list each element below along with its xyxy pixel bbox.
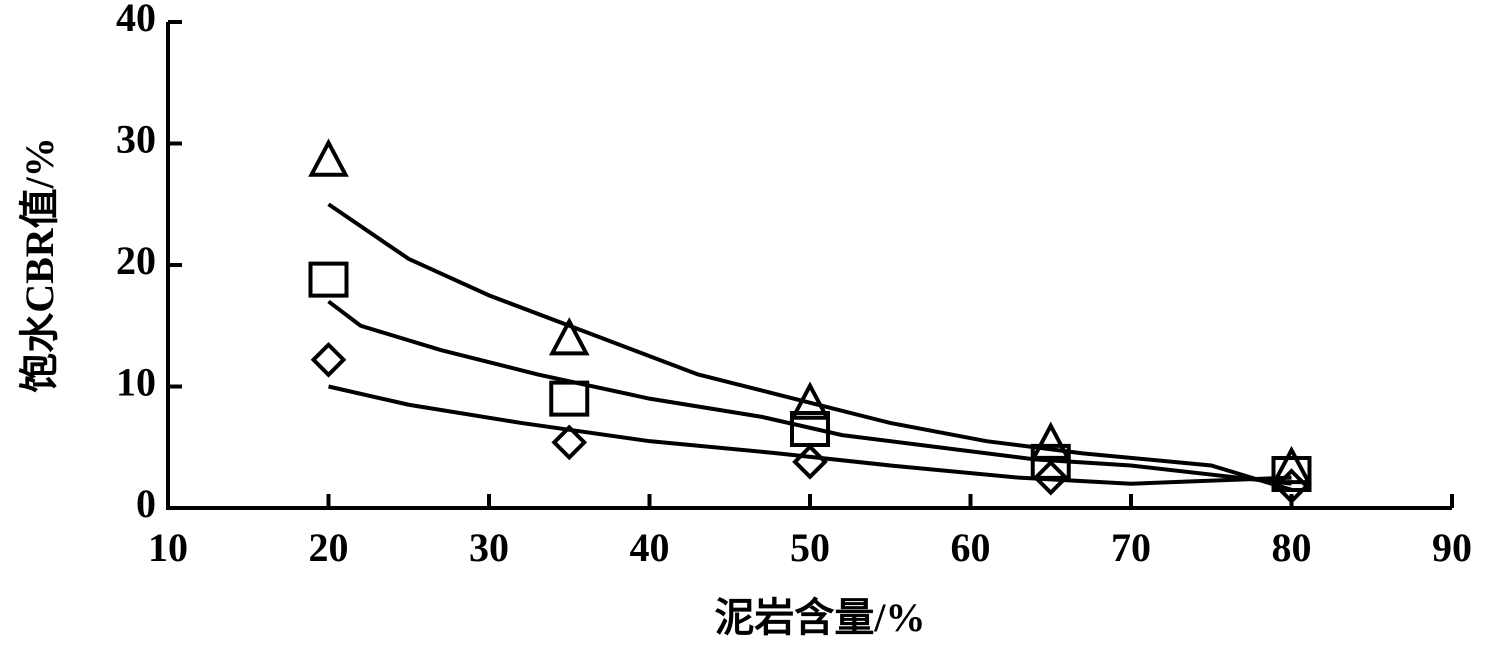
x-tick-label: 10 bbox=[148, 525, 188, 570]
marker bbox=[792, 444, 828, 480]
marker bbox=[1271, 455, 1312, 492]
x-tick-label: 40 bbox=[630, 525, 670, 570]
x-tick-label: 30 bbox=[469, 525, 509, 570]
x-tick-label: 70 bbox=[1111, 525, 1151, 570]
marker bbox=[1273, 468, 1310, 504]
x-tick-label: 90 bbox=[1432, 525, 1472, 570]
y-tick-label: 30 bbox=[116, 117, 156, 162]
marker bbox=[551, 424, 588, 461]
marker bbox=[308, 138, 349, 177]
fit-curve bbox=[327, 202, 1293, 492]
marker bbox=[548, 317, 590, 356]
marker bbox=[308, 261, 349, 298]
marker bbox=[1271, 445, 1312, 485]
y-tick-label: 20 bbox=[116, 238, 156, 283]
marker bbox=[310, 341, 347, 378]
x-tick-label: 20 bbox=[309, 525, 349, 570]
y-tick-label: 40 bbox=[116, 0, 156, 40]
y-tick-label: 0 bbox=[136, 481, 156, 526]
x-tick-label: 60 bbox=[951, 525, 991, 570]
marker bbox=[790, 411, 830, 448]
fit-curve bbox=[328, 384, 1292, 486]
x-tick-label: 80 bbox=[1272, 525, 1312, 570]
marker bbox=[1032, 459, 1069, 496]
x-tick-label: 50 bbox=[790, 525, 830, 570]
marker bbox=[1030, 421, 1072, 460]
axes bbox=[166, 22, 1452, 510]
marker bbox=[549, 380, 590, 417]
y-tick-label: 10 bbox=[116, 360, 156, 405]
y-axis-label: 饱水CBR值/% bbox=[17, 137, 62, 393]
marker bbox=[1030, 443, 1071, 480]
x-axis-label: 泥岩含量/% bbox=[714, 595, 925, 640]
marker bbox=[789, 381, 831, 420]
